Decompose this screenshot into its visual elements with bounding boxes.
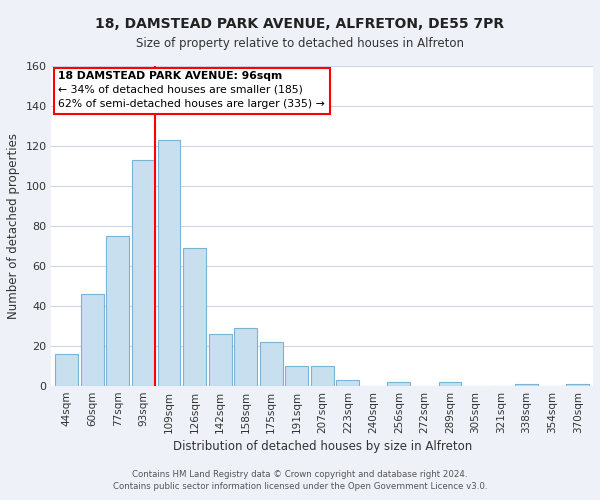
Text: Size of property relative to detached houses in Alfreton: Size of property relative to detached ho… [136, 38, 464, 51]
Bar [132, 160, 155, 386]
Bar [183, 248, 206, 386]
Bar [55, 354, 79, 386]
FancyBboxPatch shape [54, 68, 330, 114]
Text: 18, DAMSTEAD PARK AVENUE, ALFRETON, DE55 7PR: 18, DAMSTEAD PARK AVENUE, ALFRETON, DE55… [95, 18, 505, 32]
Bar [515, 384, 538, 386]
Bar [158, 140, 181, 386]
Bar [566, 384, 589, 386]
Bar [234, 328, 257, 386]
Bar [260, 342, 283, 386]
Text: 62% of semi-detached houses are larger (335) →: 62% of semi-detached houses are larger (… [58, 99, 325, 109]
Text: Contains public sector information licensed under the Open Government Licence v3: Contains public sector information licen… [113, 482, 487, 491]
Bar [81, 294, 104, 386]
Bar [285, 366, 308, 386]
Bar [209, 334, 232, 386]
Text: 18 DAMSTEAD PARK AVENUE: 96sqm: 18 DAMSTEAD PARK AVENUE: 96sqm [58, 71, 282, 81]
X-axis label: Distribution of detached houses by size in Alfreton: Distribution of detached houses by size … [173, 440, 472, 453]
Bar [106, 236, 130, 386]
Text: ← 34% of detached houses are smaller (185): ← 34% of detached houses are smaller (18… [58, 85, 303, 95]
Bar [337, 380, 359, 386]
Bar [388, 382, 410, 386]
Text: Contains HM Land Registry data © Crown copyright and database right 2024.: Contains HM Land Registry data © Crown c… [132, 470, 468, 479]
Y-axis label: Number of detached properties: Number of detached properties [7, 133, 20, 319]
Bar [439, 382, 461, 386]
Bar [311, 366, 334, 386]
